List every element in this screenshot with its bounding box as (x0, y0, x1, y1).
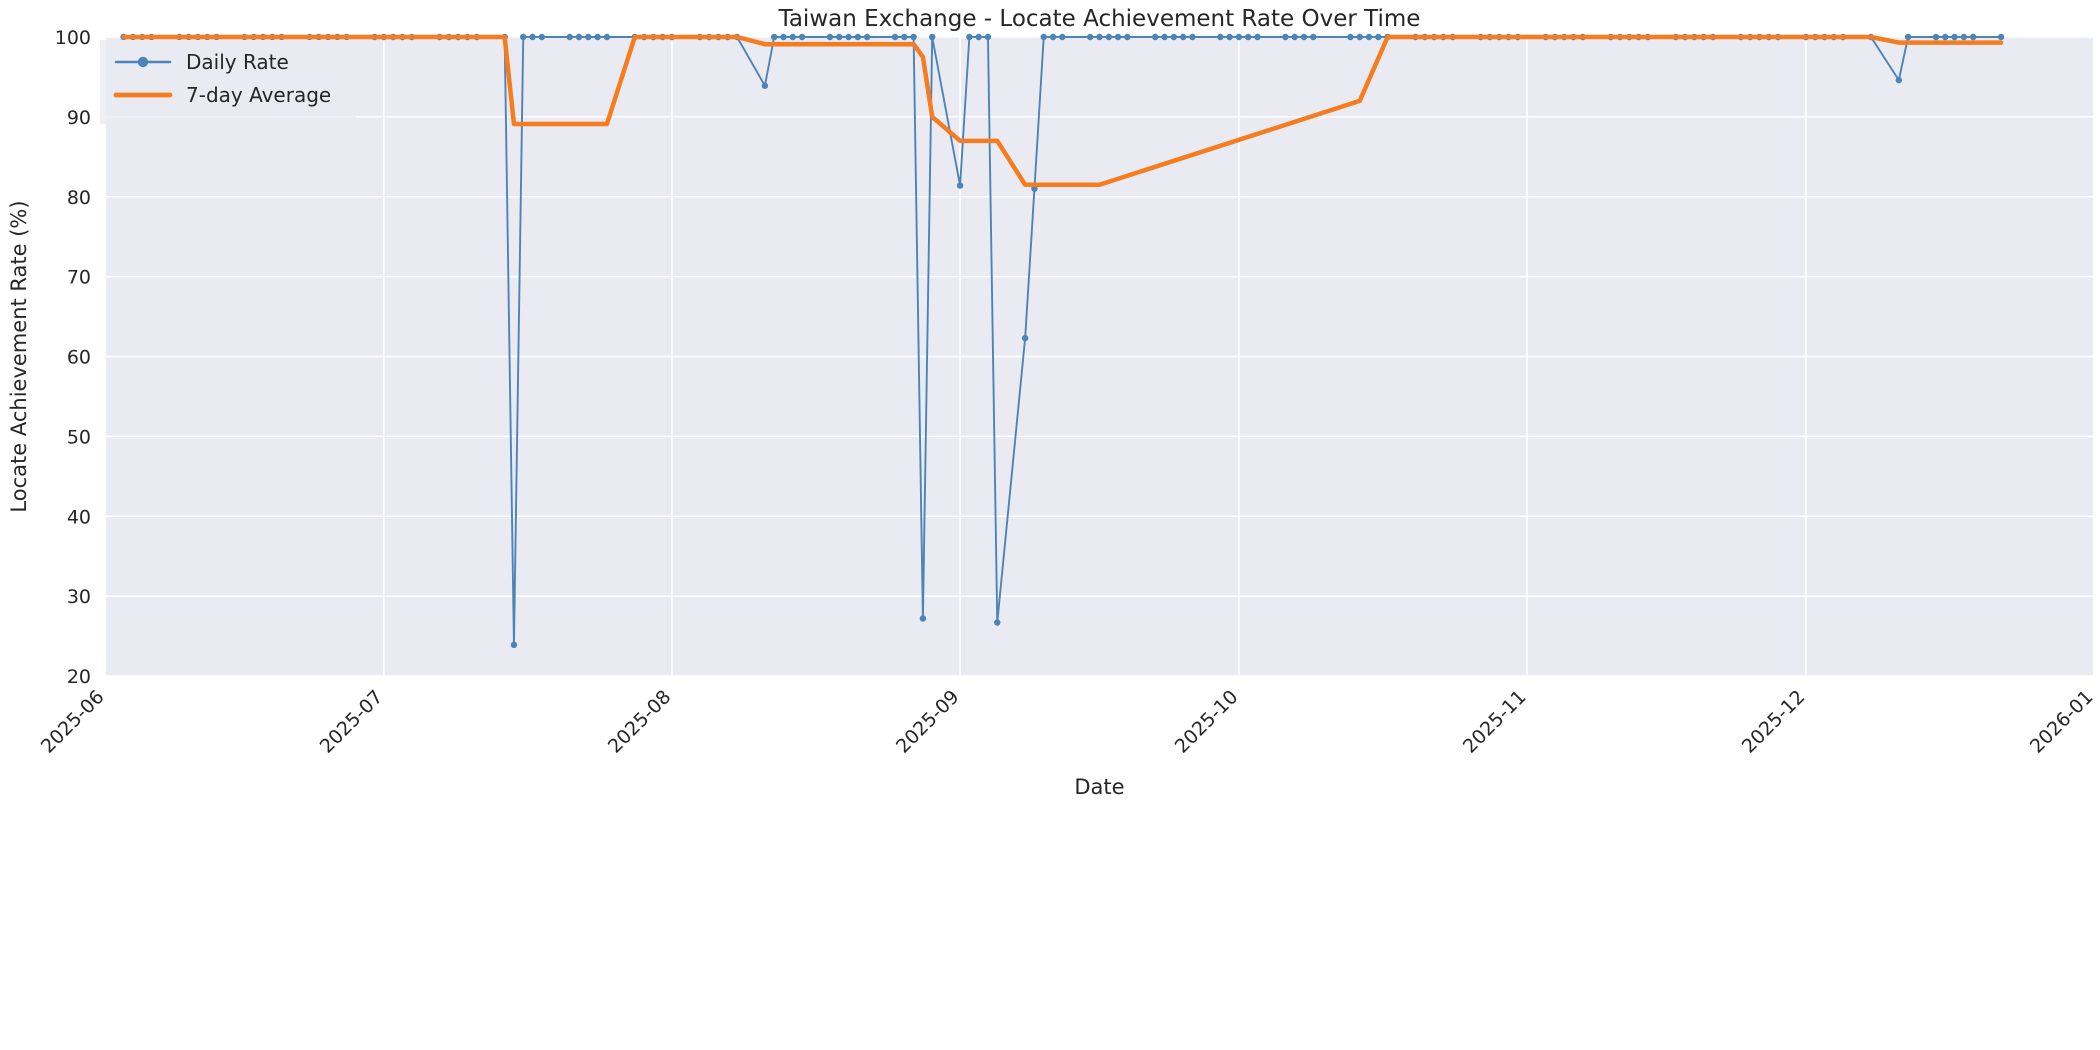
data-point-marker (919, 615, 927, 622)
y-tick-label: 30 (67, 586, 91, 608)
legend-background (100, 40, 356, 124)
data-point-marker (975, 33, 982, 41)
legend-item[interactable]: 7-day Average (113, 83, 331, 107)
legend-label: Daily Rate (186, 50, 289, 74)
data-point-marker (1031, 185, 1038, 192)
data-point-marker (863, 33, 871, 41)
gridlines (104, 36, 2095, 677)
data-point-marker (575, 33, 583, 41)
data-point-marker (770, 33, 778, 41)
legend: Daily Rate 7-day Average (100, 40, 356, 124)
data-point-marker (1189, 33, 1196, 41)
data-point-marker (1179, 33, 1187, 41)
data-point-marker (510, 641, 518, 649)
data-point-marker (594, 33, 601, 41)
y-axis-label: Locate Achievement Rate (%) (7, 200, 31, 512)
series-group (120, 33, 2005, 649)
data-point-marker (1170, 33, 1178, 41)
data-point-marker (1021, 334, 1029, 342)
data-point-marker (1375, 33, 1382, 41)
data-point-marker (1904, 33, 1912, 41)
data-point-marker (1040, 33, 1047, 41)
data-point-marker (891, 33, 899, 41)
data-point-marker (789, 33, 797, 41)
data-point-marker (928, 33, 936, 41)
data-point-marker (798, 33, 806, 41)
data-point-marker (910, 33, 917, 41)
data-point-marker (1049, 33, 1057, 41)
legend-label: 7-day Average (186, 83, 331, 107)
y-tick-label: 20 (67, 666, 91, 688)
data-point-marker (994, 619, 1001, 626)
data-point-marker (1105, 33, 1113, 41)
data-point-marker (984, 33, 992, 41)
data-point-marker (585, 33, 592, 41)
y-tick-label: 50 (67, 426, 91, 448)
data-point-marker (520, 33, 527, 41)
legend-item[interactable]: Daily Rate (114, 50, 289, 74)
data-point-marker (538, 33, 546, 41)
data-point-marker (529, 33, 536, 41)
data-point-marker (1244, 33, 1252, 41)
data-point-marker (780, 33, 787, 41)
data-point-marker (1347, 33, 1354, 41)
x-axis-label: Date (1074, 775, 1124, 799)
data-point-marker (1282, 33, 1289, 41)
data-point-marker (1951, 33, 1958, 41)
data-point-marker (901, 33, 908, 41)
series-line (121, 34, 2004, 188)
y-axis-ticks: 20 30 40 50 60 70 80 90 100 (55, 27, 91, 688)
data-point-marker (1356, 33, 1363, 41)
data-point-marker (603, 33, 611, 41)
series-2 (121, 34, 2004, 188)
data-point-marker (566, 33, 573, 41)
data-point-marker (1942, 33, 1949, 41)
y-tick-label: 60 (67, 347, 91, 369)
data-point-marker (1235, 33, 1243, 41)
data-point-marker (966, 33, 973, 41)
y-tick-label: 90 (67, 107, 91, 129)
y-tick-label: 40 (67, 506, 91, 528)
data-point-marker (1152, 33, 1159, 41)
chart-title: Taiwan Exchange - Locate Achievement Rat… (778, 6, 1421, 32)
data-point-marker (956, 182, 964, 189)
data-point-marker (1086, 33, 1094, 41)
y-tick-label: 70 (67, 267, 91, 289)
data-point-marker (1114, 33, 1122, 41)
y-tick-label: 80 (67, 187, 91, 209)
data-point-marker (826, 33, 834, 41)
data-point-marker (1365, 33, 1373, 41)
data-point-marker (836, 33, 843, 41)
data-point-marker (1895, 76, 1903, 84)
data-point-marker (1960, 33, 1968, 41)
data-point-marker (845, 33, 852, 41)
data-point-marker (1226, 33, 1233, 41)
legend-swatch-marker (137, 56, 149, 68)
data-point-marker (1310, 33, 1317, 41)
y-tick-label: 100 (55, 27, 91, 49)
data-point-marker (1932, 33, 1940, 41)
data-point-marker (1300, 33, 1308, 41)
data-point-marker (1254, 33, 1261, 41)
data-point-marker (854, 33, 862, 41)
data-point-marker (1217, 33, 1224, 41)
data-point-marker (1161, 33, 1168, 41)
data-point-marker (1124, 33, 1131, 41)
data-point-marker (1059, 33, 1066, 41)
data-point-marker (1997, 33, 2005, 41)
data-point-marker (1096, 33, 1103, 41)
data-point-marker (1969, 33, 1977, 41)
data-point-marker (761, 82, 769, 89)
data-point-marker (1291, 33, 1298, 41)
